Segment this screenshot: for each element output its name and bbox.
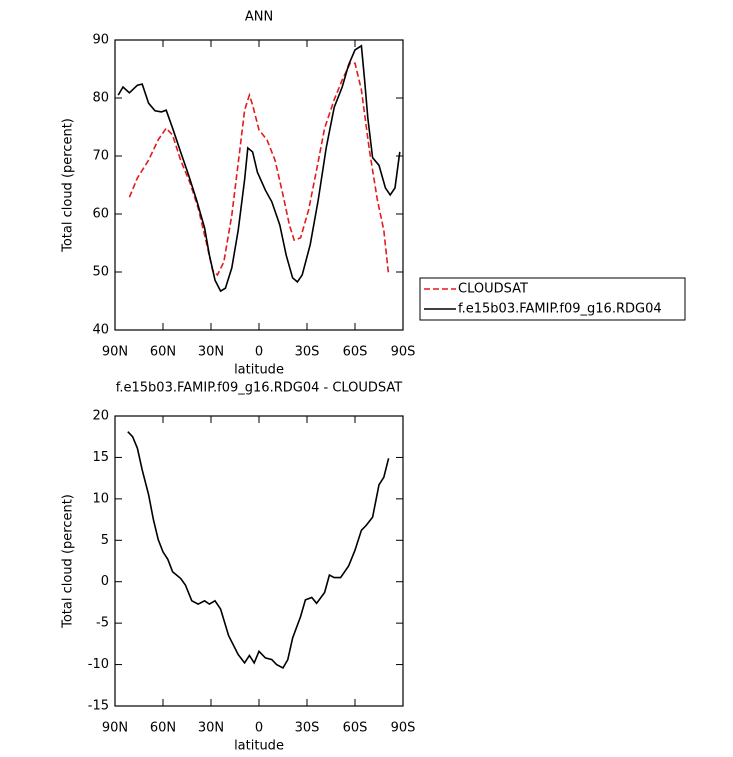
x-tick-label: 60S	[343, 721, 368, 736]
y-tick-label: 10	[92, 491, 109, 506]
y-tick-label: -15	[88, 699, 109, 714]
y-tick-label: 20	[92, 409, 109, 424]
data-line	[117, 44, 401, 293]
y-axis-label: Total cloud (percent)	[61, 118, 76, 253]
y-tick-label: -5	[96, 616, 109, 631]
x-tick-label: 30N	[198, 345, 224, 360]
chart-title: f.e15b03.FAMIP.f09_g16.RDG04 - CLOUDSAT	[116, 381, 403, 396]
x-axis-label: latitude	[234, 363, 284, 378]
y-tick-label: 15	[92, 450, 109, 465]
data-line	[127, 431, 390, 669]
y-tick-label: -10	[88, 657, 109, 672]
x-tick-label: 90N	[102, 345, 128, 360]
y-tick-label: 40	[92, 323, 109, 338]
y-tick-label: 60	[92, 207, 109, 222]
x-tick-label: 90S	[391, 721, 416, 736]
x-tick-label: 60S	[343, 345, 368, 360]
x-tick-label: 90N	[102, 721, 128, 736]
x-axis-label: latitude	[234, 739, 284, 754]
y-tick-label: 50	[92, 265, 109, 280]
y-tick-label: 90	[92, 33, 109, 48]
x-tick-label: 0	[255, 345, 263, 360]
x-tick-label: 60N	[150, 345, 176, 360]
chart-title: ANN	[245, 10, 273, 25]
y-tick-label: 70	[92, 149, 109, 164]
legend: CLOUDSAT f.e15b03.FAMIP.f09_g16.RDG04	[419, 277, 686, 321]
x-tick-label: 0	[255, 721, 263, 736]
x-tick-label: 30N	[198, 721, 224, 736]
y-tick-label: 0	[101, 574, 109, 589]
y-axis-label: Total cloud (percent)	[61, 494, 76, 629]
y-tick-label: 80	[92, 91, 109, 106]
x-tick-label: 60N	[150, 721, 176, 736]
data-line	[128, 62, 390, 277]
plot-frame	[114, 415, 404, 707]
x-tick-label: 90S	[391, 345, 416, 360]
legend-frame	[419, 277, 686, 321]
x-tick-label: 30S	[295, 721, 320, 736]
legend-label: CLOUDSAT	[458, 282, 528, 297]
x-tick-label: 30S	[295, 345, 320, 360]
legend-label: f.e15b03.FAMIP.f09_g16.RDG04	[458, 302, 662, 317]
y-tick-label: 5	[101, 533, 109, 548]
